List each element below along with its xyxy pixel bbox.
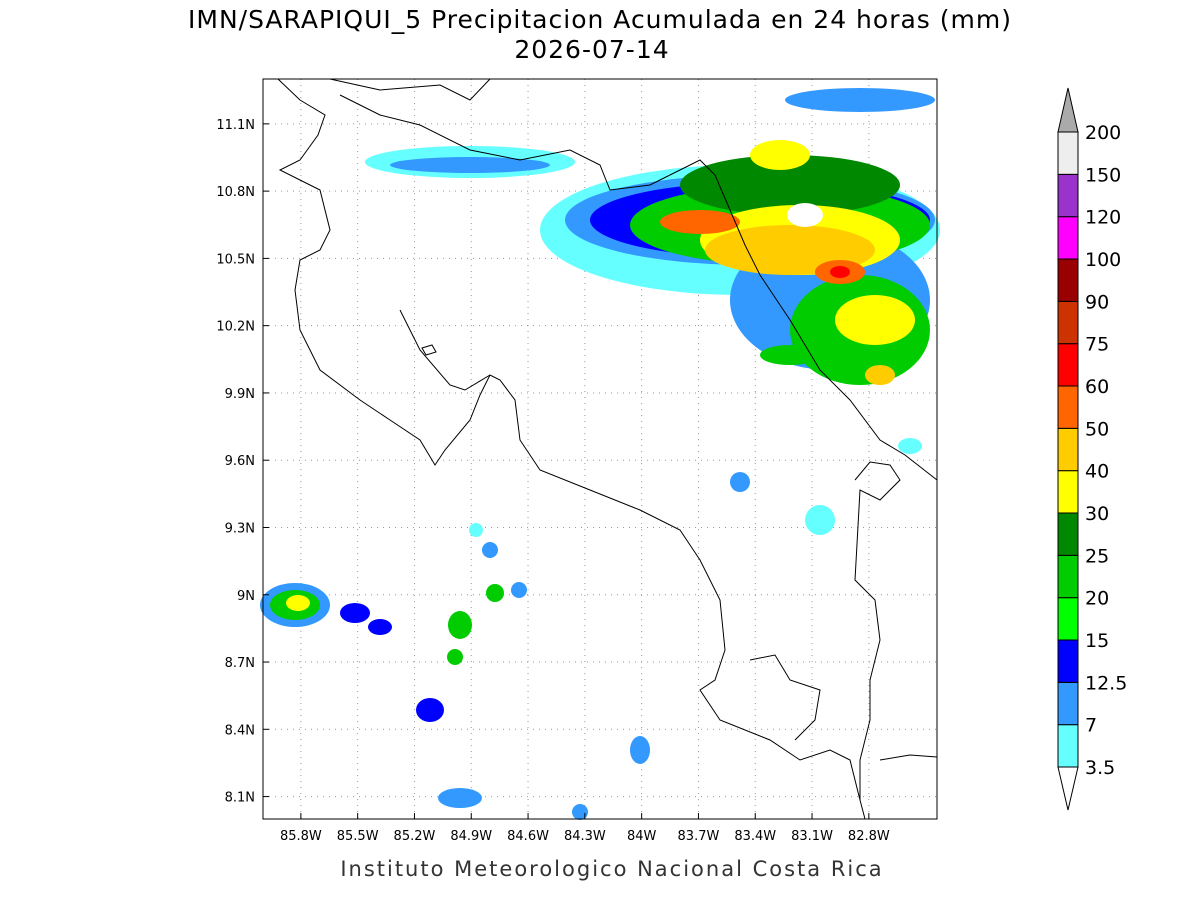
colorbar: 3.5 7 12.5 15 20 25 30 40 50 60 75 90 100 120 150 200	[1057, 87, 1127, 811]
colorbar-label: 40	[1085, 461, 1109, 483]
colorbar-label: 7	[1085, 715, 1097, 737]
colorbar-box	[1057, 131, 1079, 175]
y-tick-label: 10.5N	[216, 252, 255, 267]
x-tick-label: 84.3W	[564, 829, 606, 844]
y-tick-label: 8.7N	[225, 656, 255, 671]
rain-area	[447, 649, 463, 665]
rain-area	[511, 582, 527, 598]
colorbar-label: 25	[1085, 545, 1109, 567]
colorbar-under	[1057, 766, 1079, 811]
coastline	[277, 78, 866, 820]
colorbar-box	[1057, 639, 1079, 683]
colorbar-label: 30	[1085, 503, 1109, 525]
coastline	[879, 754, 938, 761]
rain-area	[865, 365, 895, 385]
rain-area	[390, 157, 550, 173]
colorbar-label: 12.5	[1085, 672, 1127, 694]
rain-area	[630, 736, 650, 764]
colorbar-box	[1057, 470, 1079, 514]
x-tick-label: 83.4W	[734, 829, 776, 844]
colorbar-label: 15	[1085, 630, 1109, 652]
coastline	[749, 654, 821, 741]
precipitation-field	[260, 88, 940, 820]
rain-area	[750, 140, 810, 170]
footer: Instituto Meteorologico Nacional Costa R…	[340, 857, 883, 881]
colorbar-label: 100	[1085, 249, 1121, 271]
colorbar-box	[1057, 385, 1079, 429]
colorbar-label: 20	[1085, 588, 1109, 610]
coastline	[399, 309, 491, 391]
colorbar-box	[1057, 724, 1079, 768]
x-tick-label: 83.7W	[678, 829, 720, 844]
colorbar-box	[1057, 300, 1079, 345]
x-tick-label: 84.6W	[507, 829, 549, 844]
x-tick-label: 84.9W	[450, 829, 492, 844]
x-tick-label: 85.5W	[337, 829, 379, 844]
rain-area	[760, 345, 820, 365]
x-tick-label: 84W	[627, 829, 657, 844]
rain-area	[438, 788, 482, 808]
colorbar-box	[1057, 512, 1079, 556]
rain-area	[482, 542, 498, 558]
y-tick-label: 9N	[237, 589, 255, 604]
y-tick-label: 10.2N	[216, 320, 255, 335]
coastlines	[277, 78, 938, 820]
y-tick-label: 10.8N	[216, 185, 255, 200]
rain-area	[448, 611, 472, 639]
colorbar-box	[1057, 597, 1079, 641]
rain-area	[368, 619, 392, 635]
rain-area	[805, 505, 835, 535]
rain-area	[469, 523, 483, 537]
rain-area	[785, 88, 935, 112]
map-frame	[262, 78, 938, 820]
colorbar-box	[1057, 343, 1079, 387]
axis-ticks: 85.8W 85.5W 85.2W 84.9W 84.6W 84.3W 84W 83.7W 83…	[216, 118, 890, 844]
colorbar-over	[1057, 87, 1079, 133]
rain-area	[787, 203, 823, 227]
border	[854, 461, 901, 800]
y-tick-label: 11.1N	[216, 118, 255, 133]
colorbar-label: 120	[1085, 207, 1121, 229]
y-tick-label: 8.4N	[225, 723, 255, 738]
rain-area	[830, 266, 850, 278]
colorbar-label: 75	[1085, 334, 1109, 356]
colorbar-box	[1057, 173, 1079, 218]
island	[421, 344, 437, 356]
colorbar-box	[1057, 216, 1079, 260]
subtitle: 2026-07-14	[514, 35, 669, 64]
rain-area	[340, 603, 370, 623]
x-tick-label: 83.1W	[791, 829, 833, 844]
colorbar-label: 200	[1085, 122, 1121, 144]
colorbar-box	[1057, 427, 1079, 472]
x-tick-label: 85.8W	[280, 829, 322, 844]
rain-area	[730, 472, 750, 492]
colorbar-label: 3.5	[1085, 757, 1115, 779]
rain-area	[660, 210, 740, 234]
colorbar-box	[1057, 258, 1079, 302]
rain-area	[416, 698, 444, 722]
border	[339, 94, 938, 481]
title: IMN/SARAPIQUI_5 Precipitacion Acumulada …	[188, 5, 1012, 34]
colorbar-label: 50	[1085, 418, 1109, 440]
colorbar-box	[1057, 681, 1079, 726]
y-tick-label: 9.9N	[225, 387, 255, 402]
rain-area	[898, 438, 922, 454]
rain-area	[486, 584, 504, 602]
x-tick-label: 85.2W	[394, 829, 436, 844]
x-tick-label: 82.8W	[848, 829, 890, 844]
colorbar-label: 60	[1085, 376, 1109, 398]
rain-area	[286, 595, 310, 611]
colorbar-box	[1057, 554, 1079, 599]
colorbar-label: 90	[1085, 291, 1109, 313]
y-tick-label: 8.1N	[225, 791, 255, 806]
rain-area	[572, 804, 588, 820]
rain-area	[835, 295, 915, 345]
coastline	[329, 78, 491, 101]
y-tick-label: 9.3N	[225, 521, 255, 536]
y-tick-label: 9.6N	[225, 454, 255, 469]
colorbar-label: 150	[1085, 164, 1121, 186]
rain-area	[680, 155, 900, 215]
